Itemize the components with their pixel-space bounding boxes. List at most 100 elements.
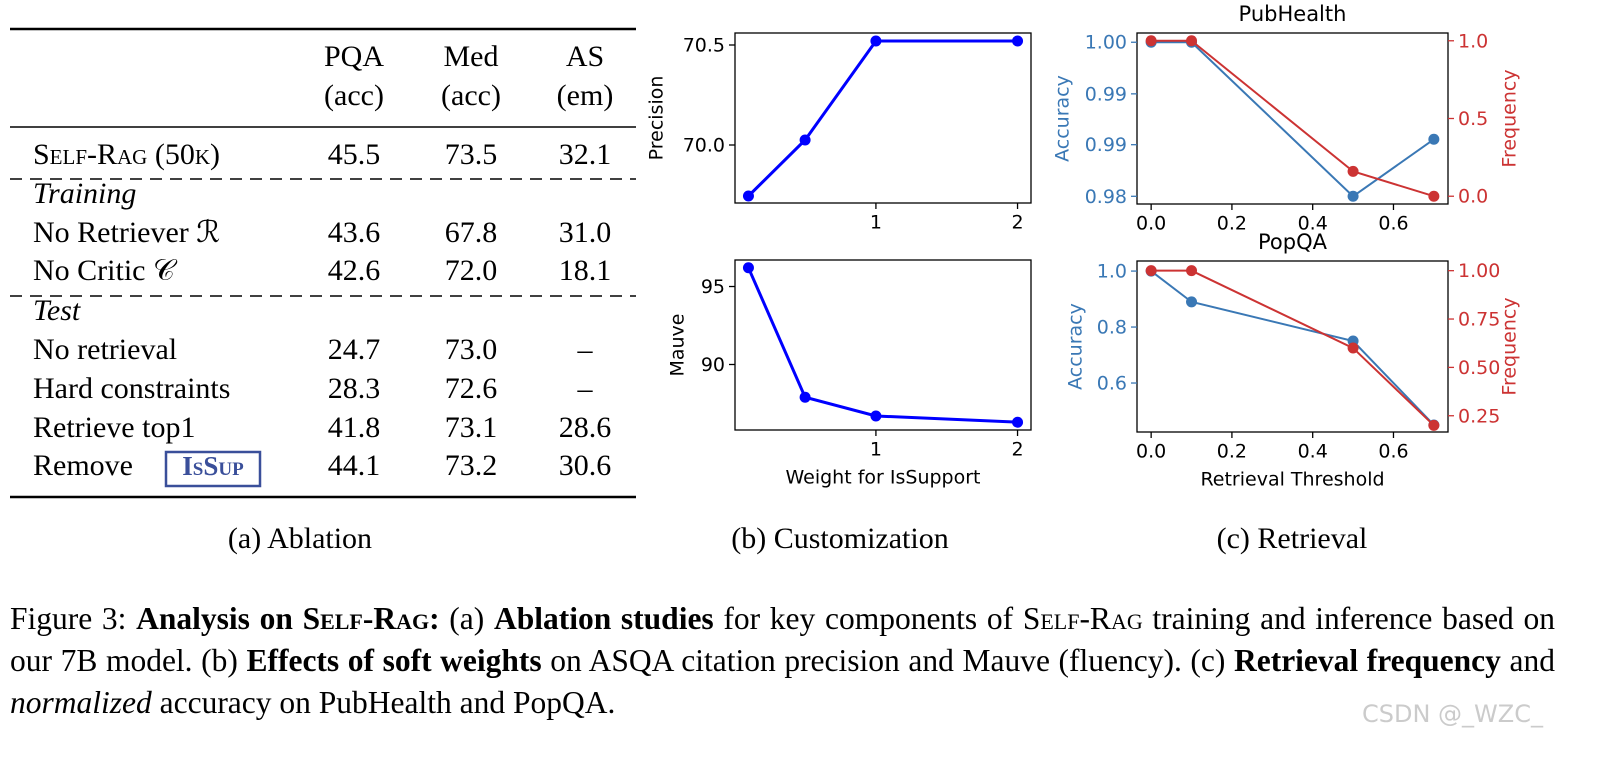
y2-tick-label: 0.5 xyxy=(1458,108,1488,130)
y2-axis-label: Frequency xyxy=(1499,69,1521,167)
x-tick-label: 0.2 xyxy=(1217,213,1247,235)
table-cell: 44.1 xyxy=(328,449,381,482)
y-axis-label: Accuracy xyxy=(1052,75,1074,162)
x-axis-label: Retrieval Threshold xyxy=(1200,469,1384,491)
data-point xyxy=(1347,190,1359,202)
x-tick-label: 0.2 xyxy=(1217,441,1247,463)
chart-title: PopQA xyxy=(1258,230,1328,254)
data-point xyxy=(742,190,754,202)
x-tick-label: 0.4 xyxy=(1298,213,1328,235)
table-cell: 73.1 xyxy=(445,411,498,444)
x-tick-label: 1 xyxy=(870,212,882,234)
table-cell: 45.5 xyxy=(328,138,381,171)
column-header: Med xyxy=(444,40,499,73)
data-point xyxy=(1186,35,1198,47)
table-cell: – xyxy=(577,333,594,366)
watermark: CSDN @_WZC_ xyxy=(1362,700,1543,728)
y-axis-label: Mauve xyxy=(667,313,689,376)
y-axis-label: Accuracy xyxy=(1065,303,1087,390)
x-tick-label: 0.6 xyxy=(1378,213,1408,235)
series-line xyxy=(1151,39,1435,198)
figure: (a) Ablation (b) Customization (c) Retri… xyxy=(10,2,1521,555)
data-point xyxy=(1347,342,1359,354)
series-line xyxy=(747,39,1018,198)
data-point xyxy=(1428,133,1440,145)
x-tick-label: 0.4 xyxy=(1298,441,1328,463)
y2-tick-label: 1.0 xyxy=(1458,30,1488,52)
y-tick-label: 95 xyxy=(701,276,725,298)
row-label: Self-Rag (50k) xyxy=(33,138,220,171)
data-point xyxy=(1347,165,1359,177)
table-cell: 41.8 xyxy=(328,411,381,444)
column-header: PQA xyxy=(324,40,384,73)
x-tick-label: 2 xyxy=(1011,212,1023,234)
series-line xyxy=(1151,269,1435,427)
table-cell: 73.5 xyxy=(445,138,498,171)
column-header: (em) xyxy=(557,79,614,112)
badge: IsSup xyxy=(182,451,244,481)
data-point xyxy=(1145,35,1157,47)
series-line xyxy=(1150,270,1435,426)
y-tick-label: 90 xyxy=(701,354,725,376)
y2-axis-label: Frequency xyxy=(1499,297,1521,395)
panel-caption: (a) Ablation xyxy=(228,522,372,555)
y-tick-label: 0.98 xyxy=(1085,186,1127,208)
panel-caption: (c) Retrieval xyxy=(1217,522,1368,555)
data-point xyxy=(799,134,811,146)
y2-tick-label: 0.25 xyxy=(1458,405,1500,427)
caption-text: Self-Rag xyxy=(302,601,430,636)
caption-text: Ablation studies xyxy=(493,601,714,636)
column-header: AS xyxy=(566,40,604,73)
column-header: (acc) xyxy=(441,79,501,112)
caption-text: for key components of xyxy=(713,601,1023,636)
row-label: No retrieval xyxy=(33,333,177,366)
caption-text: Self-Rag xyxy=(1022,601,1143,636)
data-point xyxy=(1145,265,1157,277)
caption-text: accuracy on PubHealth and PopQA. xyxy=(151,685,616,720)
caption-text: (a) xyxy=(439,601,494,636)
y-tick-label: 70.0 xyxy=(683,135,725,157)
x-tick-label: 1 xyxy=(870,439,882,461)
table-cell: 31.0 xyxy=(559,216,612,249)
caption-text: : xyxy=(429,601,440,636)
y2-tick-label: 1.00 xyxy=(1458,260,1500,282)
table-cell: 18.1 xyxy=(559,254,612,287)
figure-caption: Figure 3: Analysis on Self-Rag: (a) Abla… xyxy=(10,598,1555,724)
badge-box xyxy=(164,450,262,488)
x-tick-label: 0.0 xyxy=(1136,213,1166,235)
table-cell: 73.0 xyxy=(445,333,498,366)
series-line xyxy=(747,267,1018,424)
y-tick-label: 70.5 xyxy=(683,35,725,57)
data-point xyxy=(1186,296,1198,308)
table-cell: 42.6 xyxy=(328,254,381,287)
caption-text: Effects of soft weights xyxy=(246,643,542,678)
plot-frame xyxy=(734,32,1032,204)
x-tick-label: 0.0 xyxy=(1136,441,1166,463)
data-point xyxy=(799,391,811,403)
row-label: No Retriever ℛ xyxy=(33,216,220,249)
y-tick-label: 0.99 xyxy=(1085,83,1127,105)
row-label: Remove xyxy=(33,449,133,482)
y2-tick-label: 0.0 xyxy=(1458,186,1488,208)
section-label: Test xyxy=(33,294,81,327)
y-tick-label: 0.99 xyxy=(1085,134,1127,156)
caption-text: training and inference based on our 7B m… xyxy=(10,601,1555,678)
column-header: (acc) xyxy=(324,79,384,112)
data-point xyxy=(870,410,882,422)
y2-tick-label: 0.75 xyxy=(1458,309,1500,331)
table-cell: 28.6 xyxy=(559,411,612,444)
row-label: Retrieve top1 xyxy=(33,411,195,444)
table-cell: 73.2 xyxy=(445,449,498,482)
x-tick-label: 0.6 xyxy=(1378,441,1408,463)
y-tick-label: 0.8 xyxy=(1097,317,1127,339)
data-point xyxy=(1012,416,1024,428)
caption-text: and xyxy=(1500,643,1555,678)
caption-text: Analysis on xyxy=(136,601,303,636)
table-cell: 28.3 xyxy=(328,372,381,405)
data-point xyxy=(1186,265,1198,277)
data-point xyxy=(870,35,882,47)
table-cell: 32.1 xyxy=(559,138,612,171)
row-label: Hard constraints xyxy=(33,372,230,405)
data-point xyxy=(1428,190,1440,202)
